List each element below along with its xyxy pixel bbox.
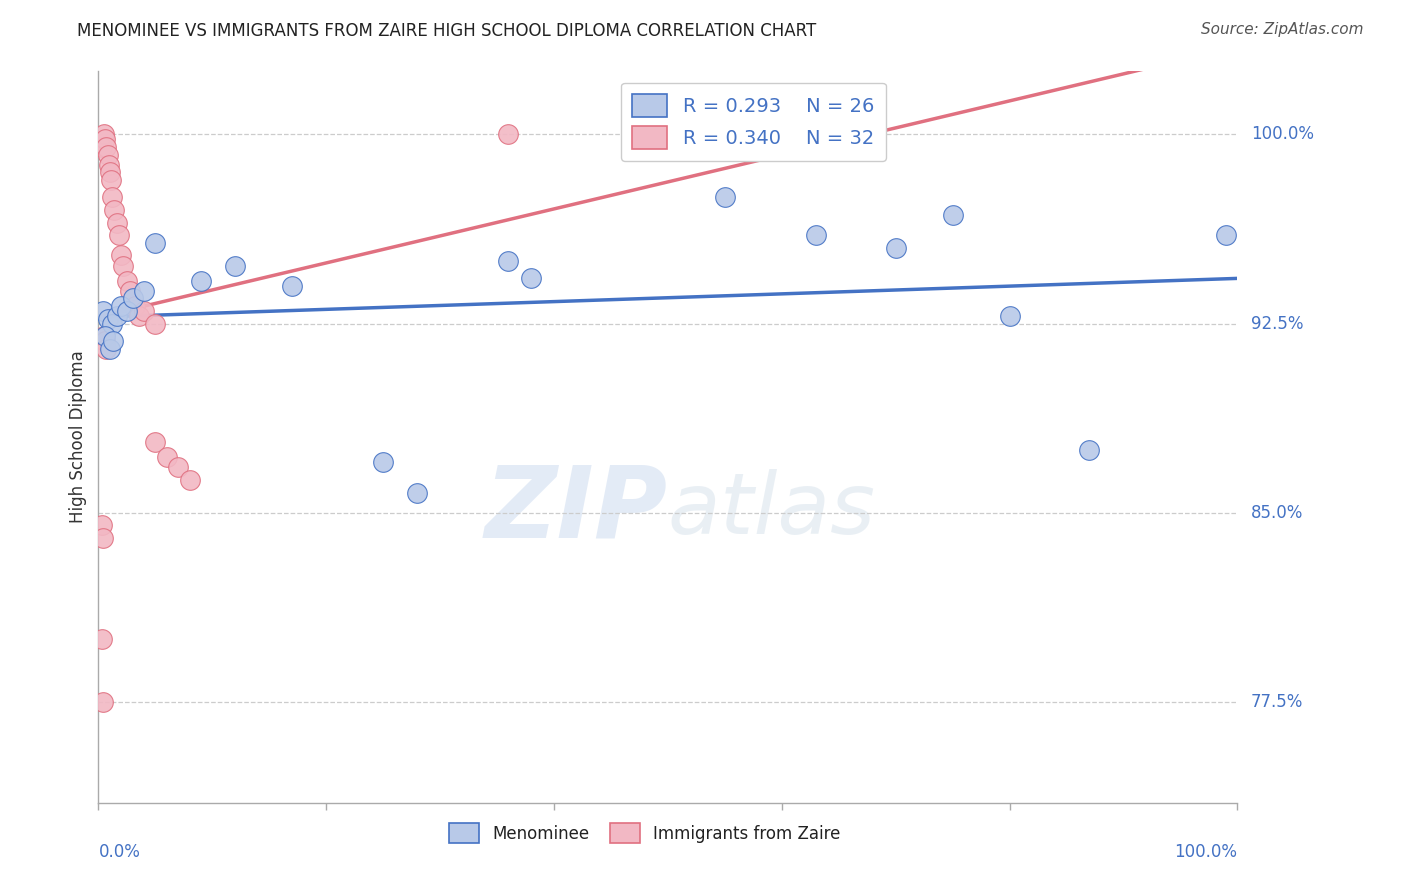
Text: Source: ZipAtlas.com: Source: ZipAtlas.com: [1201, 22, 1364, 37]
Point: [101, 190, 124, 204]
Point: [108, 228, 131, 243]
Point: [96, 140, 118, 154]
Point: [96, 147, 118, 161]
Point: [93, 128, 115, 142]
Point: [96, 342, 118, 356]
Point: [190, 274, 212, 288]
Text: ZIP: ZIP: [485, 462, 668, 558]
Point: [96, 311, 118, 326]
Text: 0.0%: 0.0%: [98, 843, 141, 861]
Point: [120, 284, 142, 298]
Point: [100, 173, 122, 187]
Point: [1078, 442, 1101, 457]
Point: [93, 329, 115, 343]
Point: [128, 309, 150, 323]
Point: [90, 140, 112, 154]
Point: [1215, 228, 1237, 243]
Point: [121, 291, 143, 305]
Point: [520, 271, 543, 285]
Point: [156, 450, 179, 465]
Legend: Menominee, Immigrants from Zaire: Menominee, Immigrants from Zaire: [443, 817, 848, 849]
Point: [281, 278, 304, 293]
Point: [179, 473, 201, 487]
Y-axis label: High School Diploma: High School Diploma: [69, 351, 87, 524]
Point: [714, 190, 737, 204]
Point: [498, 253, 520, 268]
Point: [103, 334, 125, 349]
Point: [132, 304, 155, 318]
Point: [998, 309, 1021, 323]
Point: [94, 329, 117, 343]
Point: [90, 518, 112, 533]
Point: [94, 334, 117, 349]
Point: [112, 259, 135, 273]
Point: [145, 317, 167, 331]
Point: [115, 274, 138, 288]
Text: 92.5%: 92.5%: [1251, 315, 1303, 333]
Text: 100.0%: 100.0%: [1174, 843, 1237, 861]
Point: [94, 132, 117, 146]
Point: [406, 485, 429, 500]
Point: [101, 317, 124, 331]
Point: [91, 531, 114, 545]
Point: [167, 460, 190, 475]
Point: [91, 304, 114, 318]
Point: [115, 304, 138, 318]
Point: [98, 342, 121, 356]
Point: [942, 208, 965, 222]
Point: [498, 128, 520, 142]
Point: [132, 284, 155, 298]
Point: [91, 695, 114, 709]
Point: [105, 309, 128, 323]
Point: [371, 455, 394, 469]
Point: [110, 248, 132, 262]
Point: [97, 158, 120, 172]
Point: [884, 241, 907, 255]
Text: 85.0%: 85.0%: [1251, 504, 1303, 522]
Point: [110, 299, 132, 313]
Point: [145, 435, 167, 450]
Point: [124, 299, 146, 313]
Text: MENOMINEE VS IMMIGRANTS FROM ZAIRE HIGH SCHOOL DIPLOMA CORRELATION CHART: MENOMINEE VS IMMIGRANTS FROM ZAIRE HIGH …: [77, 22, 817, 40]
Point: [98, 165, 121, 179]
Point: [804, 228, 827, 243]
Point: [103, 203, 125, 218]
Text: 77.5%: 77.5%: [1251, 693, 1303, 711]
Text: 100.0%: 100.0%: [1251, 126, 1315, 144]
Point: [145, 235, 167, 250]
Text: atlas: atlas: [668, 468, 876, 552]
Point: [90, 632, 112, 646]
Point: [224, 259, 246, 273]
Point: [105, 216, 128, 230]
